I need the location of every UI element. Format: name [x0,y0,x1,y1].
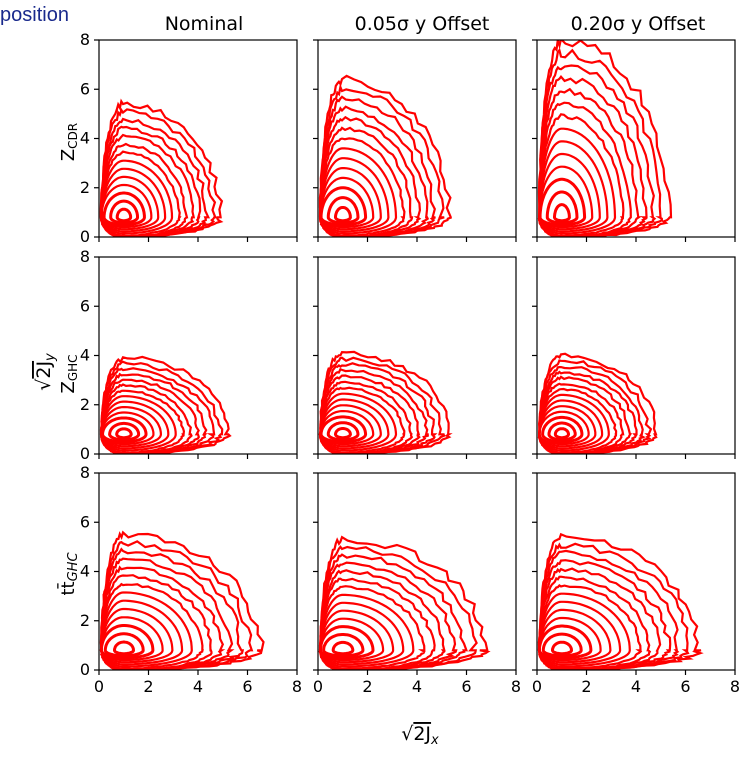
contour-line [551,640,574,656]
y-tick-label: 2 [80,395,90,414]
svg-text:ZGHC: ZGHC [58,354,80,393]
contour-line [108,421,141,442]
x-axis-label: √2Jx [401,723,439,748]
contour-set [318,535,491,670]
x-tick-label: 6 [461,677,471,696]
contour-line [102,191,146,227]
y-tick-label: 8 [80,463,90,482]
contour-line [553,203,571,223]
contour-line [103,632,145,658]
contour-line [331,640,355,656]
x-tick-label: 4 [631,677,641,696]
x-tick-label: 0 [94,677,104,696]
x-tick-label: 8 [511,677,521,696]
svg-text:√2Jx: √2Jx [401,723,439,748]
contour-set [537,352,658,454]
y-tick-label: 6 [80,79,90,98]
x-tick-label: 0 [313,677,323,696]
y-tick-label: 2 [80,611,90,630]
contour-line [334,427,352,440]
panel-r3-c1: 0 2 4 6 8 0 2 4 6 8 [80,463,302,696]
y-tick-label: 2 [80,178,90,197]
panel-frame [98,39,298,238]
panel-r3-c3: 0 2 4 6 8 [532,472,740,696]
svg-text:√2Jy: √2Jy [33,353,58,391]
contour-line [99,355,232,454]
contour-line [537,532,704,670]
x-tick-label: 8 [292,677,302,696]
panel-r2-c1: 0 2 4 6 8 [80,247,298,463]
contour-line [326,196,360,225]
contour-line [115,207,133,223]
contour-line [537,542,690,670]
contour-line [109,199,139,225]
y-tick-label: 8 [80,247,90,266]
panel-frame [98,472,298,671]
y-tick-label: 6 [80,512,90,531]
x-tick-label: 8 [730,677,740,696]
contour-line [334,206,352,223]
contour-line [541,632,583,658]
y-tick-label: 6 [80,296,90,315]
contour-line [113,640,136,656]
contour-set [318,74,452,237]
contour-set [99,98,224,237]
y-tick-label: 4 [80,562,90,581]
panel-r1-c3 [532,39,736,242]
x-tick-label: 6 [242,677,252,696]
contour-line [322,633,365,658]
contour-set [537,40,673,237]
x-tick-label: 4 [193,677,203,696]
contour-line [318,535,491,670]
y-tick-label: 0 [80,444,90,463]
x-tick-label: 6 [680,677,690,696]
contour-line [553,427,570,440]
svg-text:ZCDR: ZCDR [58,123,80,161]
contour-line [99,98,224,237]
row-label-3: tt̄GHC [57,552,81,596]
panel-r1-c1: 0 2 4 6 8 [80,30,298,246]
panel-r1-c2 [313,39,517,242]
y-tick-label: 4 [80,129,90,148]
contour-line [318,350,453,454]
row-label-2: ZGHC [58,354,80,393]
column-title-2: 0.05σ y Offset [355,13,490,35]
contour-line [99,530,265,670]
x-tick-label: 2 [362,677,372,696]
y-tick-label: 0 [80,660,90,679]
contour-line [537,352,658,454]
contour-line [326,421,360,442]
x-tick-label: 2 [143,677,153,696]
contour-line [545,190,579,225]
y-axis-label: √2Jy [33,353,58,391]
contour-line [115,427,133,440]
contour-line [537,40,673,237]
contour-set [99,530,265,670]
y-tick-label: 4 [80,346,90,365]
row-label-1: ZCDR [58,123,80,161]
y-tick-label: 8 [80,30,90,49]
header-fragment: position [0,4,69,26]
panel-r2-c3 [532,256,736,459]
panel-r2-c2 [313,256,517,459]
contour-set [537,532,704,670]
contour-line [538,113,625,237]
contour-line [318,74,452,237]
contour-set [99,355,232,454]
x-tick-label: 0 [532,677,542,696]
contour-set [318,350,453,454]
x-tick-label: 4 [412,677,422,696]
contour-line [541,415,584,444]
column-title-1: Nominal [165,13,244,35]
svg-text:tt̄GHC: tt̄GHC [57,552,81,596]
contour-line [547,421,577,442]
y-tick-label: 0 [80,227,90,246]
x-tick-label: 2 [581,677,591,696]
panel-r3-c2: 0 2 4 6 8 [313,472,521,696]
column-title-3: 0.20σ y Offset [571,13,706,35]
